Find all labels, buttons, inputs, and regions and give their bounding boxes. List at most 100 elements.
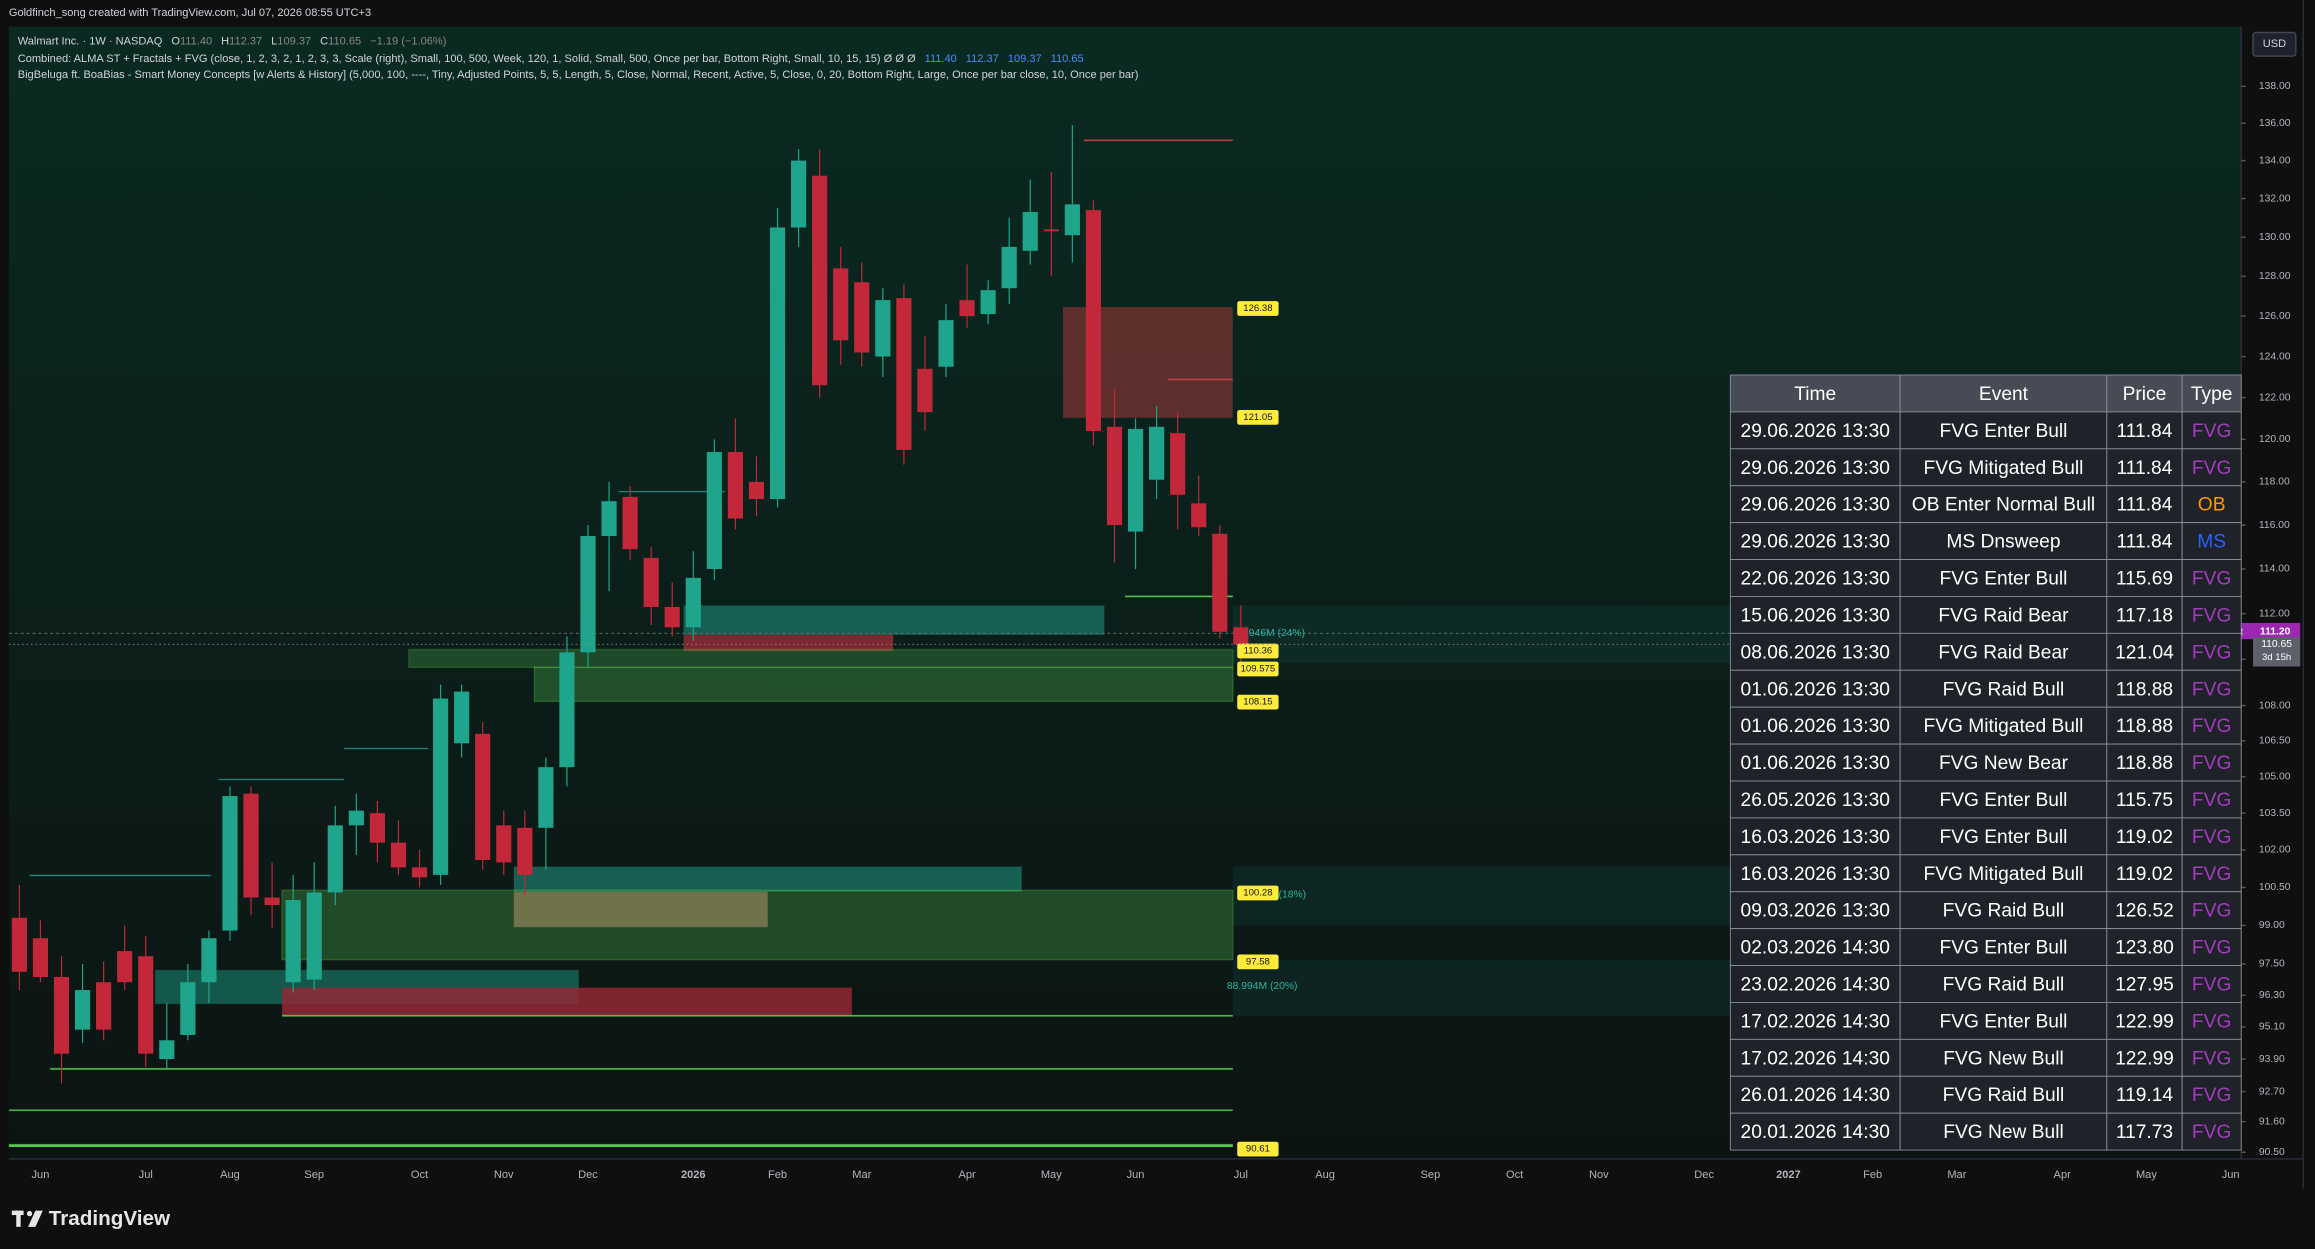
y-tick-label: 114.00 (2259, 564, 2290, 575)
table-cell (1899, 854, 2108, 893)
table-text: 17.02.2026 14:30 (1741, 1048, 1890, 1069)
candle-body (285, 900, 301, 983)
y-tick-label: 96.30 (2259, 990, 2285, 1001)
x-tick-label: Dec (578, 1169, 598, 1181)
candle-body (1127, 428, 1144, 532)
table-cell (2181, 1002, 2242, 1040)
price-label: 108.15 (1243, 697, 1272, 708)
candle-body (1106, 426, 1123, 526)
table-cell (2181, 411, 2242, 450)
table-cell (1899, 780, 2108, 819)
candle-body (348, 810, 364, 826)
table-text: OB Enter Normal Bull (1912, 495, 2095, 516)
table-cell (1899, 891, 2108, 930)
event-type: FVG (2192, 679, 2231, 700)
zone (513, 891, 768, 928)
y-tick-label: 126.00 (2259, 311, 2291, 322)
table-text: 15.06.2026 13:30 (1741, 605, 1890, 626)
candle-body (622, 496, 638, 550)
candle-body (833, 268, 849, 341)
candle-body (1233, 627, 1249, 645)
price-label-box (1237, 301, 1279, 316)
event-type: FVG (2192, 901, 2231, 922)
event-type: OB (2198, 495, 2226, 516)
table-text: FVG Mitigated Bull (1923, 458, 2083, 479)
table-cell (1899, 1112, 2108, 1151)
countdown: 3d 15h (2262, 652, 2291, 663)
candle-body (664, 606, 680, 628)
table-cell (1729, 596, 1901, 634)
candle-body (727, 452, 743, 519)
event-type: MS (2197, 532, 2226, 553)
candle-body (327, 825, 343, 893)
candle-body (32, 938, 49, 977)
candle-body (53, 976, 70, 1054)
table-text: 118.88 (2116, 679, 2173, 700)
zone (513, 866, 1022, 892)
indicator-legend: Combined: ALMA ST + Fractals + FVG (clos… (18, 53, 1084, 65)
x-tick-label: Nov (1589, 1169, 1609, 1181)
table-header: Type (2191, 384, 2233, 405)
table-text: 01.06.2026 13:30 (1741, 753, 1890, 774)
y-tick-label: 108.00 (2259, 700, 2291, 711)
table-cell (2106, 928, 2183, 966)
table-cell (2106, 965, 2183, 1003)
table-text: 29.06.2026 13:30 (1741, 421, 1890, 442)
table-text: FVG Enter Bull (1939, 827, 2067, 848)
candle-body (538, 767, 554, 828)
table-text: 121.04 (2115, 642, 2174, 663)
y-tick-label: 116.00 (2259, 520, 2290, 531)
y-tick-label: 106.50 (2259, 736, 2291, 747)
table-text: 26.01.2026 14:30 (1741, 1085, 1890, 1106)
x-tick-label: 2027 (1776, 1169, 1801, 1181)
logo-part (16, 1210, 21, 1227)
table-cell (1729, 485, 1901, 524)
candle-body (980, 290, 996, 315)
table-text: FVG New Bear (1939, 753, 2069, 774)
table-text: FVG Raid Bull (1943, 679, 2065, 700)
event-type: FVG (2192, 569, 2231, 590)
table-text: FVG Enter Bull (1939, 421, 2067, 442)
table-cell (2106, 522, 2183, 560)
ohlc-key: O (171, 35, 180, 47)
event-type: FVG (2192, 938, 2231, 959)
currency[interactable]: USD (2263, 38, 2286, 50)
x-tick-label: May (1041, 1169, 1062, 1181)
candle-body (685, 577, 701, 628)
x-tick-label: Jun (32, 1169, 50, 1181)
table-text: 02.03.2026 14:30 (1741, 938, 1890, 959)
candle-body (475, 733, 491, 860)
table-text: FVG Raid Bear (1938, 642, 2069, 663)
table-cell (1899, 485, 2108, 524)
currency-button[interactable] (2252, 31, 2297, 57)
table-text: 22.06.2026 13:30 (1741, 569, 1890, 590)
y-tick-label: 134.00 (2259, 155, 2291, 166)
brand-logo (11, 1210, 43, 1227)
price-label-box (1237, 410, 1279, 425)
overnight-price: 111.20 (2260, 627, 2291, 638)
x-tick-label: Jul (139, 1169, 153, 1181)
table-text: FVG Enter Bull (1939, 569, 2067, 590)
indicator-value: 110.65 (1051, 53, 1084, 65)
zone (683, 634, 894, 652)
price-label: 109.575 (1241, 664, 1276, 675)
candle-body (559, 652, 575, 768)
price-label: 97.58 (1246, 956, 1270, 967)
table-cell (2106, 669, 2183, 708)
candle-body (11, 917, 27, 972)
table-cell (2181, 706, 2242, 745)
y-tick-label: 120.00 (2259, 434, 2291, 445)
table-text: 23.02.2026 14:30 (1741, 975, 1890, 996)
y-tick-label: 105.00 (2259, 771, 2291, 782)
table-cell (2106, 706, 2183, 745)
table-cell (1899, 706, 2108, 745)
table-cell (2106, 632, 2183, 671)
y-tick-label: 99.00 (2259, 920, 2285, 931)
annotation: 88.994M (20%) (1227, 981, 1298, 992)
table-cell (2181, 632, 2242, 671)
x-tick-label: May (2136, 1169, 2157, 1181)
table-cell (1729, 559, 1901, 597)
event-type: FVG (2192, 421, 2231, 442)
event-type: FVG (2192, 716, 2231, 737)
